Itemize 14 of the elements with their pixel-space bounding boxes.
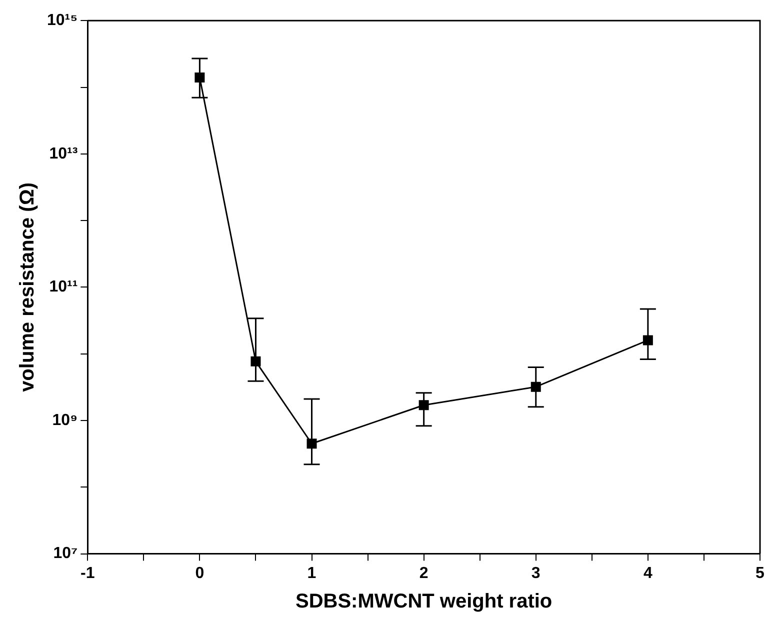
x-tick-label: 1 [307,564,316,582]
x-tick-label: -1 [80,564,95,582]
x-tick-label: 3 [531,564,540,582]
y-axis-title: volume resistance (Ω) [16,182,39,392]
x-tick-label: 5 [756,564,765,582]
y-tick-label: 10⁹ [52,412,78,429]
y-tick-label: 10¹⁵ [47,12,78,30]
y-tick-label: 10¹¹ [49,278,78,296]
y-tick-label: 10⁷ [53,545,78,562]
x-axis-title: SDBS:MWCNT weight ratio [295,590,552,613]
x-tick-label: 2 [419,564,428,582]
x-tick-label: 4 [643,564,652,582]
y-tick-label: 10¹³ [49,145,78,162]
x-tick-label: 0 [195,564,204,582]
